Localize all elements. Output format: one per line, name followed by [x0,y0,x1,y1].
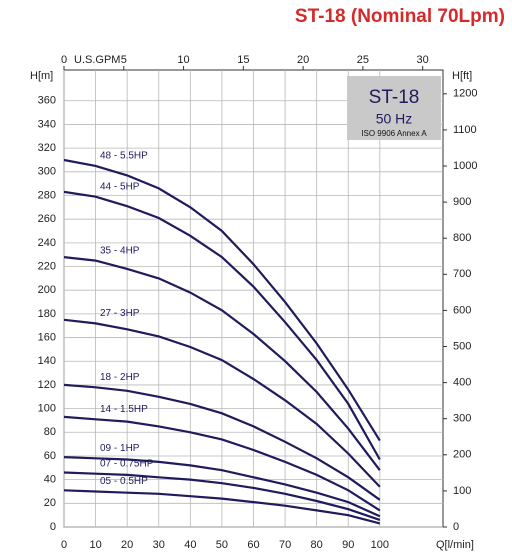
y-tick-label: 320 [38,142,56,154]
x-tick-label: 30 [153,539,165,551]
curve-label: 44 - 5HP [100,181,140,192]
box-model: ST-18 [369,87,420,108]
y2-tick-label: 1100 [453,124,477,136]
pump-curve [63,256,381,471]
y2-tick-label: 800 [453,232,471,244]
y-tick-label: 240 [38,237,56,249]
pump-curve [63,489,381,525]
curve-label: 05 - 0.5HP [100,476,148,487]
box-frequency: 50 Hz [376,111,413,127]
curve-label: 09 - 1HP [100,443,140,454]
curve-label: 27 - 3HP [100,308,140,319]
y-tick-label: 120 [38,379,56,391]
y2-tick-label: 700 [453,268,471,280]
y-tick-label: 0 [50,521,56,533]
x-tick-label: 80 [311,539,323,551]
pump-curve [63,318,381,488]
pump-curve [63,456,381,518]
y2-tick-label: 1200 [453,88,477,100]
x2-tick-label: 30 [417,54,429,66]
x2-axis-label: U.S.GPM [74,54,120,66]
x2-tick-label: 25 [357,54,369,66]
x-tick-label: 60 [247,539,259,551]
curve-label: 48 - 5.5HP [100,151,148,162]
x-tick-label: 0 [61,539,67,551]
y-tick-label: 100 [38,403,56,415]
x2-tick-label: 10 [177,54,189,66]
y-tick-label: 60 [44,450,56,462]
pump-curve [63,415,381,512]
y2-tick-label: 900 [453,196,471,208]
y-tick-label: 200 [38,284,56,296]
x-tick-label: 100 [371,539,389,551]
y2-tick-label: 300 [453,413,471,425]
x-tick-label: 50 [216,539,228,551]
y2-tick-label: 100 [453,485,471,497]
y2-tick-label: 200 [453,449,471,461]
curve-label: 18 - 2HP [100,372,140,383]
pump-curve [63,383,381,501]
y-tick-label: 40 [44,474,56,486]
x-tick-label: 70 [279,539,291,551]
curve-label: 14 - 1.5HP [100,404,148,415]
y-axis-label: H[m] [30,70,53,82]
y-tick-label: 80 [44,426,56,438]
x-tick-label: 20 [121,539,133,551]
y-tick-label: 140 [38,355,56,367]
x-tick-label: 10 [89,539,101,551]
y-tick-label: 180 [38,308,56,320]
pump-curve [63,471,381,521]
x-axis-label: Q[l/min] [436,539,474,551]
y2-tick-label: 600 [453,304,471,316]
y-tick-label: 160 [38,331,56,343]
y-tick-label: 300 [38,166,56,178]
box-standard: ISO 9906 Annex A [361,129,427,138]
y2-axis-label: H[ft] [452,70,472,82]
x2-tick-label: 20 [297,54,309,66]
x-tick-label: 40 [184,539,196,551]
y2-tick-label: 500 [453,340,471,352]
y-tick-label: 360 [38,95,56,107]
x2-tick-label: 15 [237,54,249,66]
x-tick-label: 90 [342,539,354,551]
y-tick-label: 220 [38,260,56,272]
y-tick-label: 20 [44,497,56,509]
x2-tick-label: 5 [121,54,127,66]
info-box [347,76,441,140]
y2-tick-label: 1000 [453,160,477,172]
y-tick-label: 340 [38,118,56,130]
x2-tick-label: 0 [61,54,67,66]
pump-curve [63,158,381,442]
curve-label: 07 - 0.75HP [100,458,154,469]
y2-tick-label: 400 [453,377,471,389]
chart-title: ST-18 (Nominal 70Lpm) [295,6,505,27]
y-tick-label: 260 [38,213,56,225]
y2-tick-label: 0 [453,521,459,533]
pump-curve [63,190,381,461]
curve-label: 35 - 4HP [100,245,140,256]
y-tick-label: 280 [38,189,56,201]
